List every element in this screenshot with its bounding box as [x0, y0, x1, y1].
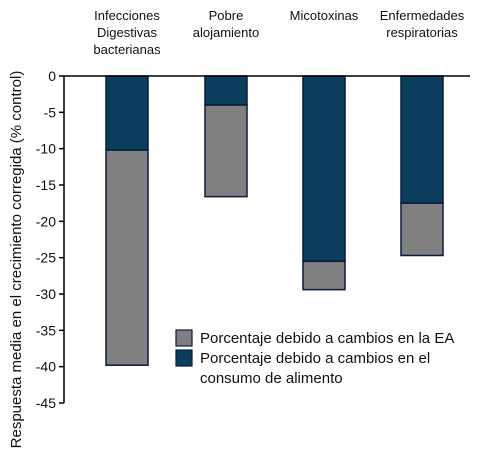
- y-tick-label: -10: [36, 141, 56, 157]
- category-label: Pobre alojamiento: [193, 8, 260, 40]
- y-tick-label: -5: [44, 104, 57, 120]
- category-label: Enfermedades respiratorias: [380, 8, 465, 40]
- y-tick-label: -25: [36, 250, 56, 266]
- y-axis-title: Respuesta media en el crecimiento correg…: [8, 71, 25, 449]
- bar-segment: [105, 149, 149, 366]
- bars-group: [105, 75, 444, 366]
- y-tick-label: -40: [36, 359, 56, 375]
- bar-segment: [302, 260, 346, 291]
- legend: Porcentaje debido a cambios en la EA Porc…: [175, 329, 454, 387]
- bar-segment: [105, 75, 149, 151]
- y-axis: 0 -5 -10 -15 -20 -25 -30 -35 -40 -45: [36, 68, 470, 411]
- bar-segment: [302, 75, 346, 263]
- legend-label: Porcentaje debido a cambios en el consumo…: [200, 350, 430, 387]
- bar-segment: [204, 104, 248, 198]
- y-axis-title-text: Respuesta media en el crecimiento correg…: [8, 71, 25, 449]
- category-labels: Infecciones Digestivas bacterianas Pobre alo…: [93, 8, 464, 57]
- bar-segment: [400, 202, 444, 257]
- legend-swatch: [175, 329, 193, 347]
- bar-segment: [204, 75, 248, 106]
- category-label: Infecciones Digestivas bacterianas: [93, 8, 161, 57]
- legend-swatch: [175, 349, 193, 367]
- y-tick-label: -20: [36, 213, 56, 229]
- y-tick-label: 0: [48, 68, 56, 84]
- y-tick-label: -15: [36, 177, 56, 193]
- legend-label: Porcentaje debido a cambios en la EA: [200, 330, 454, 347]
- y-tick-label: -30: [36, 286, 56, 302]
- category-label: Micotoxinas: [290, 8, 359, 23]
- bar-segment: [400, 75, 444, 204]
- y-tick-label: -35: [36, 322, 56, 338]
- y-tick-label: -45: [36, 395, 56, 411]
